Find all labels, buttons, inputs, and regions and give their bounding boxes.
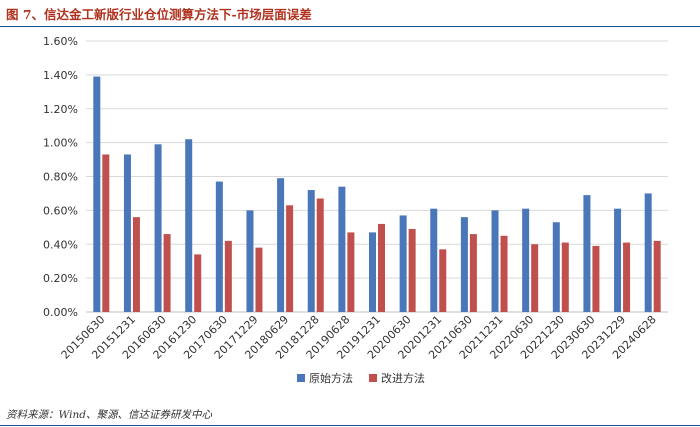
legend-label: 改进方法 <box>381 371 425 385</box>
bar-improved <box>286 205 294 312</box>
bar-original <box>614 208 622 312</box>
bar-improved <box>194 254 202 312</box>
legend-label: 原始方法 <box>309 371 353 385</box>
bar-improved <box>163 234 171 312</box>
bar-improved <box>408 229 416 312</box>
title-bar: 图 7、信达金工新版行业仓位测算方法下-市场层面误差 <box>0 0 700 27</box>
bar-improved <box>531 244 539 312</box>
legend-swatch <box>369 374 377 382</box>
bar-original <box>185 139 193 312</box>
bar-original <box>246 210 254 312</box>
bar-improved <box>653 240 661 312</box>
bar-original <box>552 222 560 312</box>
bar-improved <box>132 217 140 312</box>
bar-original <box>644 193 652 312</box>
y-tick-label: 0.80% <box>43 171 78 184</box>
bottom-rule <box>0 425 700 426</box>
bar-original <box>491 210 499 312</box>
y-tick-label: 1.40% <box>43 69 78 82</box>
y-tick-label: 0.20% <box>43 272 78 285</box>
bar-improved <box>316 198 324 312</box>
y-tick-label: 1.20% <box>43 103 78 116</box>
bar-original <box>93 76 101 312</box>
bar-original <box>399 215 407 312</box>
bar-improved <box>500 235 508 312</box>
y-tick-label: 1.60% <box>43 35 78 48</box>
bar-improved <box>439 249 447 312</box>
bar-improved <box>378 223 385 312</box>
bar-original <box>277 178 285 312</box>
bar-improved <box>224 240 232 312</box>
y-tick-label: 0.60% <box>43 204 78 217</box>
bar-original <box>123 154 131 312</box>
bar-improved <box>592 245 600 312</box>
y-tick-label: 1.00% <box>43 137 78 150</box>
bar-improved <box>469 234 477 312</box>
bar-improved <box>102 154 110 312</box>
y-tick-label: 0.00% <box>43 306 78 319</box>
bar-original <box>430 208 438 312</box>
bar-improved <box>623 242 631 312</box>
bar-improved <box>255 247 263 312</box>
bar-original <box>583 195 591 312</box>
legend-swatch <box>297 374 305 382</box>
bar-original <box>338 186 346 312</box>
y-tick-label: 0.40% <box>43 238 78 251</box>
source-note: 资料来源：Wind、聚源、信达证券研发中心 <box>6 409 212 421</box>
bar-original <box>307 190 315 312</box>
bar-original <box>154 144 162 312</box>
bar-chart: 0.00% 0.20% 0.40% 0.60% 0.80% 1.00% 1.20% 1.40%… <box>43 35 668 385</box>
bar-improved <box>561 242 569 312</box>
bar-improved <box>347 232 355 312</box>
bar-original <box>460 217 468 312</box>
bar-original <box>369 232 376 312</box>
bar-original <box>215 181 223 312</box>
figure-title: 图 7、信达金工新版行业仓位测算方法下-市场层面误差 <box>6 7 312 22</box>
bar-original <box>522 208 530 312</box>
